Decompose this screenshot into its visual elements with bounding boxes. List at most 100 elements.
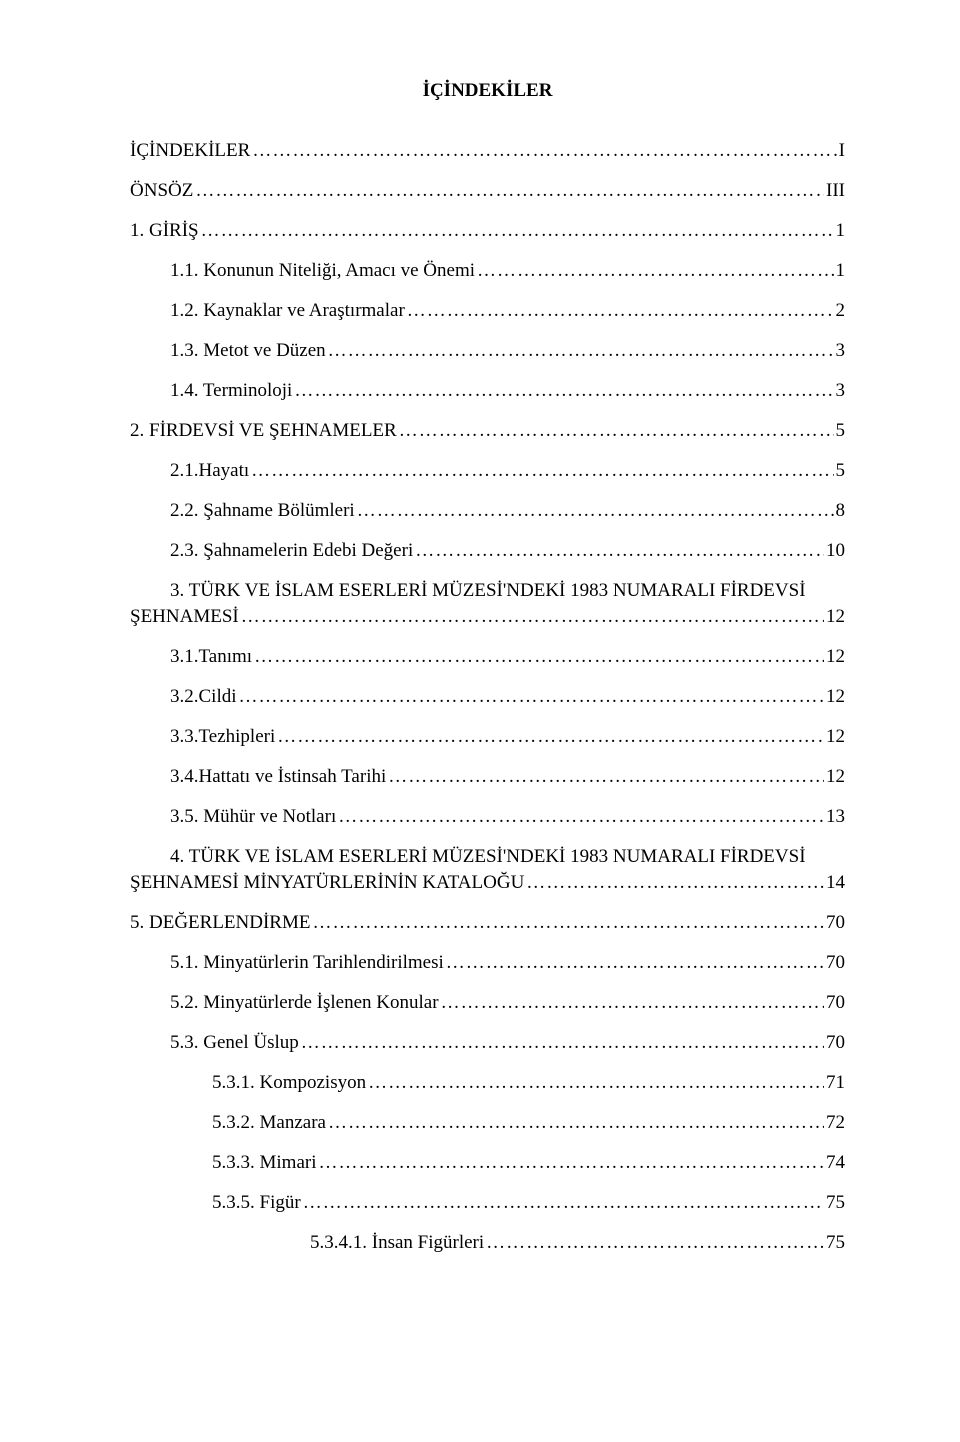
toc-entry: 3.3.Tezhipleri ……………………………………………………………………: [130, 726, 845, 748]
toc-page-number: 71: [824, 1072, 845, 1094]
toc-label: 5.3.1. Kompozisyon: [212, 1072, 366, 1094]
toc-label: 5.3.3. Mimari: [212, 1152, 317, 1174]
toc-label-line2: ŞEHNAMESİ: [130, 606, 239, 628]
toc-dots: ……………………………………………………………………………………………………………: [366, 1072, 824, 1094]
toc-dots: ……………………………………………………………………………………………………………: [484, 1232, 824, 1254]
toc-entry: 5.2. Minyatürlerde İşlenen Konular ………………: [130, 992, 845, 1014]
toc-dots: ……………………………………………………………………………………………………………: [301, 1192, 824, 1214]
toc-dots: ……………………………………………………………………………………………………………: [413, 540, 824, 562]
toc-label: 5. DEĞERLENDİRME: [130, 912, 310, 934]
toc-dots: ……………………………………………………………………………………………………………: [237, 686, 824, 708]
toc-page-number: 1: [834, 260, 846, 282]
toc-label-line1: 3. TÜRK VE İSLAM ESERLERİ MÜZESİ'NDEKİ 1…: [130, 580, 845, 602]
toc-label: 2. FİRDEVSİ VE ŞEHNAMELER: [130, 420, 397, 442]
toc-label: ÖNSÖZ: [130, 180, 193, 202]
toc-entry: 5.3.1. Kompozisyon …………………………………………………………: [130, 1072, 845, 1094]
toc-dots: ……………………………………………………………………………………………………………: [310, 912, 824, 934]
toc-page-number: 70: [824, 992, 845, 1014]
toc-dots: ……………………………………………………………………………………………………………: [386, 766, 824, 788]
toc-label: 3.5. Mühür ve Notları: [170, 806, 336, 828]
toc-entry: 3.1.Tanımı ………………………………………………………………………………: [130, 646, 845, 668]
toc-page-number: 12: [824, 606, 845, 628]
toc-label: 5.3.4.1. İnsan Figürleri: [310, 1232, 484, 1254]
toc-entry: 2.2. Şahname Bölümleri ………………………………………………: [130, 500, 845, 522]
toc-page-number: I: [837, 140, 845, 162]
toc-label: 5.1. Minyatürlerin Tarihlendirilmesi: [170, 952, 444, 974]
toc-page-number: 2: [834, 300, 846, 322]
toc-label: 5.3. Genel Üslup: [170, 1032, 299, 1054]
toc-page-number: 5: [834, 420, 846, 442]
toc-dots: ……………………………………………………………………………………………………………: [249, 460, 833, 482]
toc-page-number: 3: [834, 380, 846, 402]
toc-page-number: 8: [834, 500, 846, 522]
toc-label: 1.4. Terminoloji: [170, 380, 292, 402]
toc-dots: ……………………………………………………………………………………………………………: [250, 140, 836, 162]
toc-page-number: 10: [824, 540, 845, 562]
toc-dots: ……………………………………………………………………………………………………………: [239, 606, 824, 628]
toc-dots: ……………………………………………………………………………………………………………: [252, 646, 824, 668]
toc-label: 3.1.Tanımı: [170, 646, 252, 668]
toc-dots: ……………………………………………………………………………………………………………: [275, 726, 824, 748]
toc-entry: 5.3.3. Mimari ………………………………………………………………………: [130, 1152, 845, 1174]
toc-dots: ……………………………………………………………………………………………………………: [444, 952, 824, 974]
toc-dots: ……………………………………………………………………………………………………………: [193, 180, 824, 202]
toc-label-line1: 4. TÜRK VE İSLAM ESERLERİ MÜZESİ'NDEKİ 1…: [130, 846, 845, 868]
toc-entry: 1.2. Kaynaklar ve Araştırmalar …………………………: [130, 300, 845, 322]
toc-label: 1.2. Kaynaklar ve Araştırmalar: [170, 300, 405, 322]
toc-page-number: 12: [824, 726, 845, 748]
toc-page-number: 74: [824, 1152, 845, 1174]
toc-entry-multiline: 4. TÜRK VE İSLAM ESERLERİ MÜZESİ'NDEKİ 1…: [130, 846, 845, 894]
toc-page-number: 70: [824, 952, 845, 974]
toc-page-number: 1: [834, 220, 846, 242]
toc-dots: ……………………………………………………………………………………………………………: [292, 380, 833, 402]
toc-label: 3.4.Hattatı ve İstinsah Tarihi: [170, 766, 386, 788]
toc-entry: 2. FİRDEVSİ VE ŞEHNAMELER ………………………………………: [130, 420, 845, 442]
toc-dots: ……………………………………………………………………………………………………………: [326, 340, 834, 362]
toc-dots: ……………………………………………………………………………………………………………: [336, 806, 824, 828]
toc-entry: 2.3. Şahnamelerin Edebi Değeri …………………………: [130, 540, 845, 562]
toc-page-number: 70: [824, 912, 845, 934]
toc-page-number: 70: [824, 1032, 845, 1054]
toc-page: İÇİNDEKİLER İÇİNDEKİLER ……………………………………………: [0, 0, 960, 1442]
toc-entry: 5.3. Genel Üslup ………………………………………………………………: [130, 1032, 845, 1054]
toc-label: 2.3. Şahnamelerin Edebi Değeri: [170, 540, 413, 562]
toc-page-number: 75: [824, 1192, 845, 1214]
toc-page-number: III: [824, 180, 845, 202]
toc-label: 5.3.2. Manzara: [212, 1112, 326, 1134]
toc-entry: İÇİNDEKİLER ……………………………………………………………………………: [130, 140, 845, 162]
toc-dots: ……………………………………………………………………………………………………………: [397, 420, 834, 442]
toc-label: 2.1.Hayatı: [170, 460, 249, 482]
toc-entry: 3.4.Hattatı ve İstinsah Tarihi …………………………: [130, 766, 845, 788]
toc-page-number: 3: [834, 340, 846, 362]
toc-entry: 1.1. Konunun Niteliği, Amacı ve Önemi ………: [130, 260, 845, 282]
toc-entry: ÖNSÖZ ……………………………………………………………………………………………: [130, 180, 845, 202]
toc-dots: ……………………………………………………………………………………………………………: [405, 300, 834, 322]
toc-entry: 3.2.Cildi …………………………………………………………………………………: [130, 686, 845, 708]
toc-label: 3.3.Tezhipleri: [170, 726, 275, 748]
toc-entry: 5.3.2. Manzara ……………………………………………………………………: [130, 1112, 845, 1134]
page-title: İÇİNDEKİLER: [130, 80, 845, 102]
toc-dots: ……………………………………………………………………………………………………………: [475, 260, 833, 282]
toc-entry: 5.3.5. Figür …………………………………………………………………………: [130, 1192, 845, 1214]
toc-dots: ……………………………………………………………………………………………………………: [355, 500, 834, 522]
toc-label: 1.3. Metot ve Düzen: [170, 340, 326, 362]
toc-label: 1. GİRİŞ: [130, 220, 199, 242]
toc-dots: ……………………………………………………………………………………………………………: [299, 1032, 824, 1054]
toc-page-number: 72: [824, 1112, 845, 1134]
toc-page-number: 5: [834, 460, 846, 482]
toc-entry: 5. DEĞERLENDİRME ………………………………………………………………: [130, 912, 845, 934]
toc-label: İÇİNDEKİLER: [130, 140, 250, 162]
toc-dots: ……………………………………………………………………………………………………………: [199, 220, 834, 242]
toc-page-number: 14: [824, 872, 845, 894]
toc-entry: 3.5. Mühür ve Notları …………………………………………………: [130, 806, 845, 828]
toc-entry: 1.3. Metot ve Düzen ………………………………………………………: [130, 340, 845, 362]
toc-page-number: 12: [824, 766, 845, 788]
toc-entry: 5.1. Minyatürlerin Tarihlendirilmesi …………: [130, 952, 845, 974]
toc-entry-multiline: 3. TÜRK VE İSLAM ESERLERİ MÜZESİ'NDEKİ 1…: [130, 580, 845, 628]
toc-dots: ……………………………………………………………………………………………………………: [326, 1112, 824, 1134]
toc-entry: 1. GİRİŞ ……………………………………………………………………………………: [130, 220, 845, 242]
toc-page-number: 12: [824, 686, 845, 708]
toc-entry: 1.4. Terminoloji ………………………………………………………………: [130, 380, 845, 402]
toc-label: 3.2.Cildi: [170, 686, 237, 708]
toc-label: 5.3.5. Figür: [212, 1192, 301, 1214]
